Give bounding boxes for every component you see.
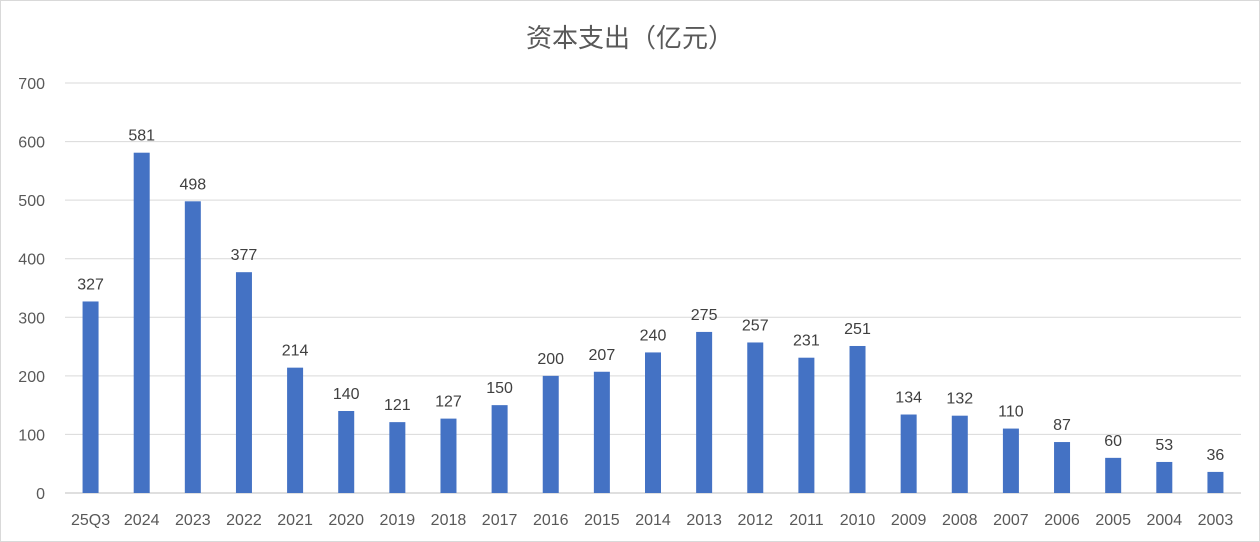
x-tick-label: 2023 [175, 512, 211, 529]
x-tick-label: 2022 [226, 512, 262, 529]
data-label: 200 [537, 351, 564, 368]
x-tick-label: 2014 [635, 512, 671, 529]
data-label: 36 [1207, 447, 1225, 464]
data-label: 53 [1155, 437, 1173, 454]
y-tick-label: 400 [18, 252, 45, 269]
x-tick-label: 2019 [380, 512, 416, 529]
x-tick-label: 2018 [431, 512, 467, 529]
bar [900, 414, 917, 493]
bar [593, 371, 610, 493]
data-label: 240 [640, 327, 667, 344]
data-label: 140 [333, 386, 360, 403]
data-label: 377 [231, 247, 258, 264]
data-label: 134 [895, 390, 922, 407]
bar [645, 352, 661, 493]
data-label: 257 [742, 317, 769, 334]
data-label: 150 [486, 380, 513, 397]
bar [184, 201, 201, 494]
x-tick-label: 2011 [789, 512, 824, 529]
bar [1054, 442, 1071, 493]
bar [338, 411, 355, 493]
x-axis-ticks: 25Q3 2024 2023 2022 2021 2020 2019 2018 2017 2016… [71, 512, 1233, 529]
x-tick-label: 25Q3 [71, 512, 110, 529]
x-tick-label: 2012 [737, 512, 773, 529]
bar [696, 331, 713, 493]
data-label: 214 [282, 343, 309, 360]
bar [287, 367, 304, 493]
data-label: 207 [589, 347, 616, 364]
bar [1002, 428, 1019, 493]
bar [82, 301, 99, 493]
bar [440, 418, 457, 493]
bar [1156, 461, 1173, 493]
bar [747, 342, 764, 493]
data-label: 60 [1104, 433, 1122, 450]
x-tick-label: 2021 [277, 512, 313, 529]
x-tick-label: 2020 [328, 512, 364, 529]
data-label: 87 [1053, 417, 1071, 434]
data-label: 498 [179, 176, 206, 193]
bar [798, 357, 815, 493]
bar [951, 415, 968, 493]
x-tick-label: 2005 [1095, 512, 1131, 529]
bar [235, 272, 252, 493]
bar [1105, 457, 1122, 493]
y-tick-label: 200 [18, 369, 45, 386]
x-tick-label: 2010 [840, 512, 876, 529]
bar [133, 152, 150, 493]
data-label: 110 [998, 404, 1024, 421]
y-tick-label: 500 [18, 193, 45, 210]
data-label: 251 [844, 321, 871, 338]
data-label: 231 [793, 333, 820, 350]
x-tick-label: 2006 [1044, 512, 1080, 529]
data-label: 121 [384, 397, 411, 414]
y-tick-label: 700 [18, 76, 45, 93]
y-axis-ticks: 0 100 200 300 400 500 600 700 [18, 76, 45, 503]
x-tick-label: 2007 [993, 512, 1029, 529]
bar [542, 375, 559, 493]
data-label: 327 [77, 276, 104, 293]
x-tick-label: 2008 [942, 512, 978, 529]
x-tick-label: 2015 [584, 512, 620, 529]
bars [82, 152, 1224, 494]
y-tick-label: 300 [18, 310, 45, 327]
y-tick-label: 100 [18, 427, 45, 444]
y-tick-label: 0 [36, 486, 45, 503]
data-label: 581 [128, 128, 155, 145]
bar [389, 422, 406, 493]
data-label: 127 [435, 394, 462, 411]
x-tick-label: 2016 [533, 512, 569, 529]
chart-title: 资本支出（亿元） [526, 24, 734, 54]
x-tick-label: 2009 [891, 512, 927, 529]
x-tick-label: 2013 [686, 512, 722, 529]
x-tick-label: 2003 [1198, 512, 1234, 529]
x-tick-label: 2024 [124, 512, 160, 529]
data-labels: 327 581 498 377 214 140 121 127 150 200 207 240 275 2… [77, 128, 1224, 464]
bar [1207, 471, 1224, 493]
data-label: 132 [946, 391, 973, 408]
y-tick-label: 600 [18, 135, 45, 152]
x-tick-label: 2017 [482, 512, 518, 529]
x-tick-label: 2004 [1147, 512, 1183, 529]
data-label: 275 [691, 307, 718, 324]
bar [849, 345, 866, 493]
bar [491, 405, 508, 493]
